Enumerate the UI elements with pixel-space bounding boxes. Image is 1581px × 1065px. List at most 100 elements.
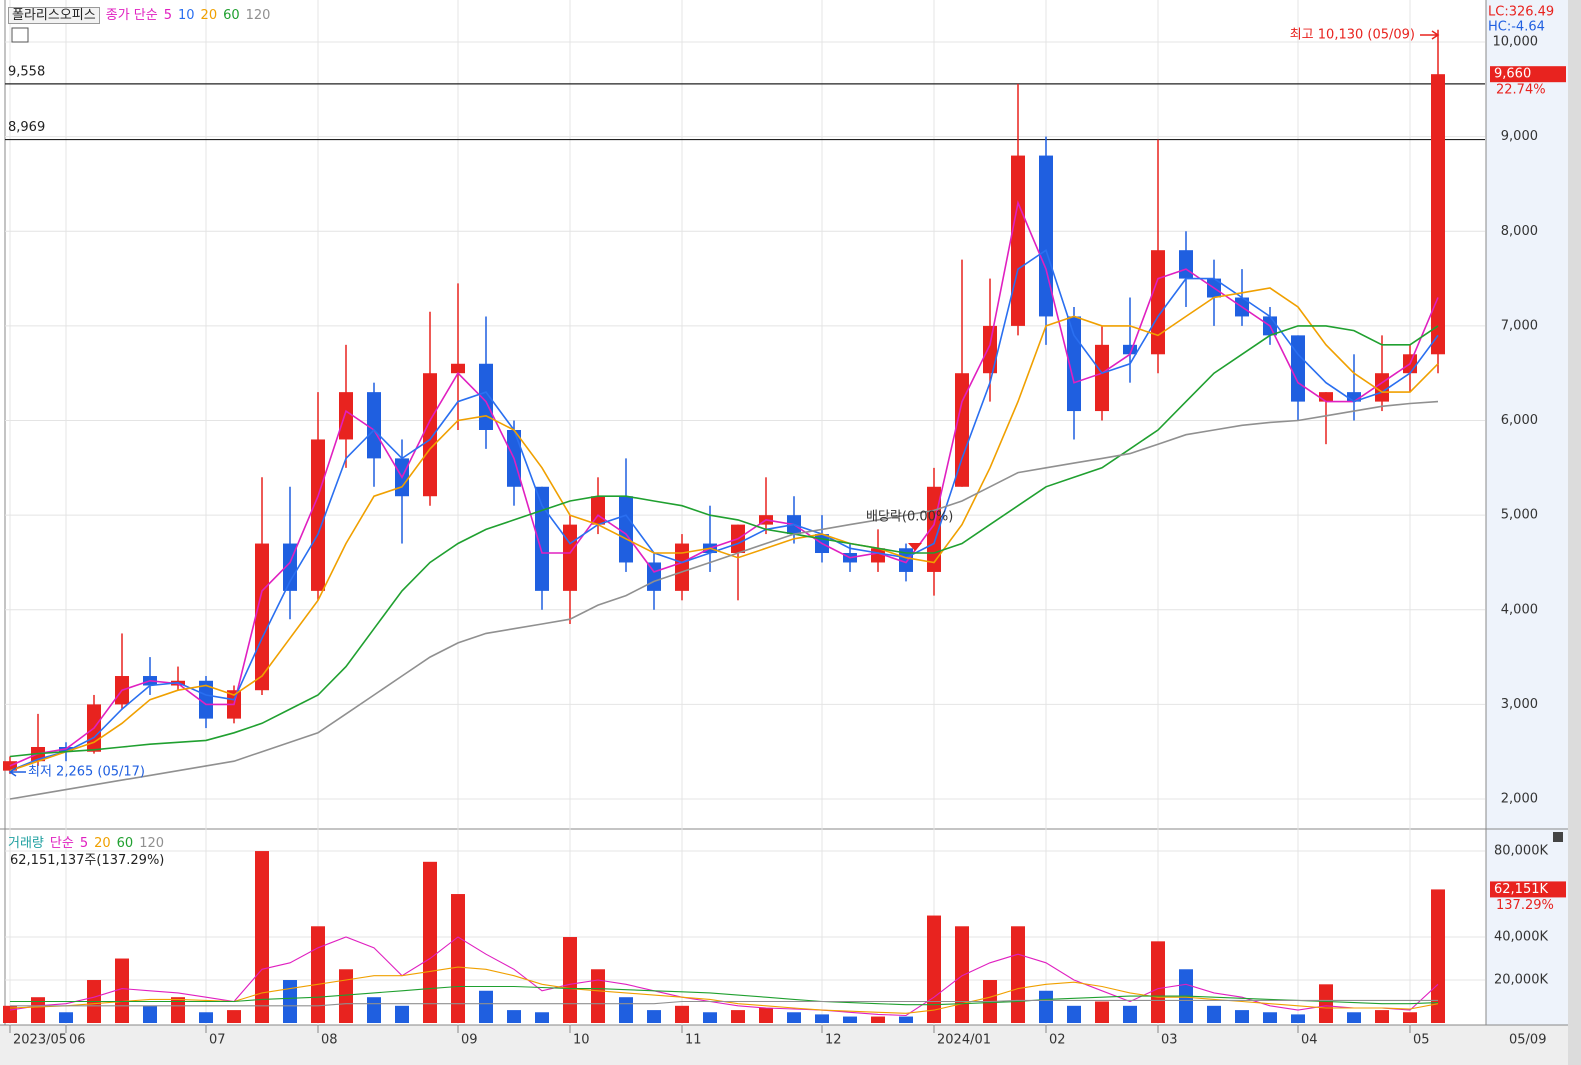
hc-label: HC:-4.64 xyxy=(1488,20,1545,35)
candle-body xyxy=(423,373,437,497)
volume-ma-legend-item: 20 xyxy=(94,836,111,851)
candle-body xyxy=(1011,155,1025,326)
ma-legend-item: 120 xyxy=(245,8,271,23)
y-tick-label: 8,000 xyxy=(1501,224,1538,239)
x-tick-label: 02 xyxy=(1049,1033,1066,1048)
volume-bar xyxy=(1095,1001,1109,1023)
x-tick-label: 03 xyxy=(1161,1033,1178,1048)
volume-bar xyxy=(563,937,577,1023)
candle-body xyxy=(1095,344,1109,412)
volume-bar xyxy=(367,997,381,1023)
volume-ma-line xyxy=(10,985,1439,1006)
candle-body xyxy=(1291,335,1305,402)
volume-bar xyxy=(535,1012,549,1023)
ma-legend-item: 60 xyxy=(223,8,240,23)
scrollbar[interactable] xyxy=(1568,0,1581,1065)
volume-bar xyxy=(479,990,493,1023)
volume-bar xyxy=(1207,1005,1221,1023)
candle-body xyxy=(3,761,17,771)
x-tick-label: 06 xyxy=(69,1033,86,1048)
volume-legend: 거래량 단순 5 20 60 120 xyxy=(8,832,176,851)
candle-body xyxy=(479,363,493,430)
volume-bar xyxy=(3,1005,17,1023)
volume-tick-label: 40,000K xyxy=(1494,930,1548,945)
low-arrow xyxy=(8,767,26,777)
high-annotation: 최고 10,130 (05/09) xyxy=(1290,28,1415,43)
candle-body xyxy=(899,548,913,572)
volume-bar xyxy=(507,1010,521,1023)
volume-tick-label: 80,000K xyxy=(1494,844,1548,859)
high-arrow xyxy=(1420,30,1440,40)
dividend-annotation: 배당락(0.00%) xyxy=(866,510,953,525)
volume-bar xyxy=(899,1016,913,1023)
volume-bar xyxy=(1151,941,1165,1023)
y-tick-label: 7,000 xyxy=(1501,318,1538,333)
ma-line xyxy=(9,287,1439,772)
volume-bar xyxy=(871,1016,885,1023)
candle-body xyxy=(339,392,353,440)
volume-bar xyxy=(283,980,297,1023)
ma-legend-item: 5 xyxy=(163,8,172,23)
reference-label: 8,969 xyxy=(8,120,45,135)
volume-bar xyxy=(451,894,465,1023)
panel-close-button[interactable] xyxy=(1553,832,1563,842)
x-tick-label: 12 xyxy=(825,1033,842,1048)
ma-legend: 5 10 20 60 120 xyxy=(164,8,277,23)
volume-bar xyxy=(311,926,325,1023)
volume-bar xyxy=(703,1012,717,1023)
date-axis-bg xyxy=(0,1025,1568,1065)
marks xyxy=(3,29,1485,1023)
y-tick-label: 10,000 xyxy=(1493,35,1539,50)
last-date-label: 05/09 xyxy=(1509,1033,1546,1048)
volume-bar xyxy=(619,997,633,1023)
volume-bar xyxy=(1263,1012,1277,1023)
current-volume-box xyxy=(1490,881,1566,898)
volume-bar xyxy=(1431,889,1445,1023)
y-tick-label: 2,000 xyxy=(1501,792,1538,807)
stock-name[interactable]: 폴라리스오피스 xyxy=(8,7,100,24)
x-tick-label: 2024/01 xyxy=(937,1033,991,1048)
volume-bar xyxy=(815,1014,829,1023)
x-tick-label: 10 xyxy=(573,1033,590,1048)
volume-bar xyxy=(1403,1012,1417,1023)
current-price-box xyxy=(1490,66,1566,83)
volume-bar xyxy=(171,997,185,1023)
candle-body xyxy=(647,562,661,591)
volume-bar xyxy=(955,926,969,1023)
volume-bar xyxy=(339,969,353,1023)
volume-change: 137.29% xyxy=(1496,898,1554,913)
candle-body xyxy=(619,496,633,563)
price-axis-bg xyxy=(1486,0,1568,1025)
volume-ma-legend-item: 60 xyxy=(116,836,134,851)
volume-bar xyxy=(115,958,129,1023)
candle-body xyxy=(1039,155,1053,317)
volume-bar xyxy=(731,1010,745,1023)
ma-line xyxy=(9,400,1439,800)
volume-bar xyxy=(675,1005,689,1023)
volume-ma-legend-item: 5 xyxy=(79,836,89,851)
current-price: 9,660 xyxy=(1494,67,1531,82)
y-tick-label: 4,000 xyxy=(1501,602,1538,617)
calendar-icon[interactable] xyxy=(11,27,29,43)
volume-bar xyxy=(647,1010,661,1023)
volume-bar xyxy=(1319,984,1333,1023)
volume-bar xyxy=(787,1012,801,1023)
candle-body xyxy=(1151,250,1165,355)
x-tick-label: 07 xyxy=(209,1033,226,1048)
volume-bar xyxy=(199,1012,213,1023)
volume-ma-legend: 5 20 60 120 xyxy=(80,836,170,851)
candle-body xyxy=(1179,250,1193,279)
volume-bar xyxy=(59,1012,73,1023)
y-tick-label: 5,000 xyxy=(1501,508,1538,523)
candle-body xyxy=(451,363,465,374)
x-tick-label: 08 xyxy=(321,1033,338,1048)
candle-body xyxy=(535,486,549,591)
x-tick-label: 04 xyxy=(1301,1033,1318,1048)
candle-body xyxy=(367,392,381,459)
volume-ma-line xyxy=(9,936,1439,1017)
candle-body xyxy=(591,496,605,525)
ma-label: 종가 단순 xyxy=(105,8,158,23)
volume-bar xyxy=(843,1016,857,1023)
y-tick-label: 3,000 xyxy=(1501,697,1538,712)
volume-bar xyxy=(927,915,941,1023)
